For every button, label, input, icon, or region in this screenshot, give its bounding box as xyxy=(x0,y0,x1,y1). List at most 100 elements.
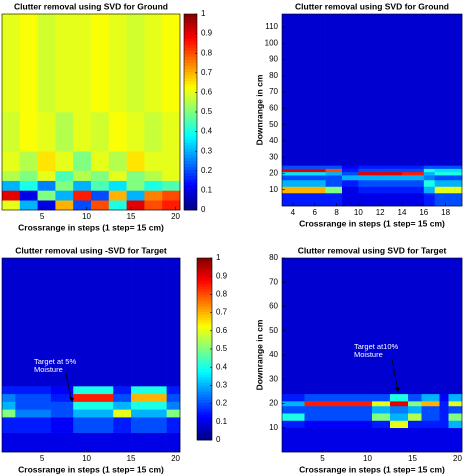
heat-cell xyxy=(50,386,74,395)
heat-cell xyxy=(73,151,92,172)
colorbar-swatch xyxy=(197,351,212,356)
colorbar-swatch xyxy=(184,200,197,205)
colorbar-swatch xyxy=(184,130,197,134)
heat-cell xyxy=(113,258,132,387)
heat-cell xyxy=(358,179,381,187)
heat-cell xyxy=(390,413,409,421)
heat-cell xyxy=(73,393,114,402)
x-tick-label: 12 xyxy=(376,208,385,217)
x-tick-label: 10 xyxy=(82,454,91,463)
x-tick-label: 4 xyxy=(291,208,296,217)
colorbar-swatch xyxy=(184,115,197,119)
panel-title: Clutter removal using SVD for Ground xyxy=(295,1,449,11)
colorbar-tick-label: 0.5 xyxy=(216,344,228,353)
colorbar-swatch xyxy=(197,428,212,432)
heat-cell xyxy=(325,14,343,166)
colorbar-swatch xyxy=(197,394,212,398)
panel: Clutter removal using SVD for Ground Cros… xyxy=(1,1,213,232)
x-tick-label: 20 xyxy=(171,212,180,221)
x-tick-label: 10 xyxy=(82,212,91,221)
heat-cell xyxy=(73,170,92,181)
colorbar-swatch xyxy=(197,263,212,267)
colorbar-swatch xyxy=(184,185,197,189)
heat-cell xyxy=(358,165,381,169)
heat-cell xyxy=(402,171,425,176)
heat-cell xyxy=(408,427,422,453)
colorbar-swatch xyxy=(197,403,212,407)
heat-cell xyxy=(325,168,343,173)
heat-cell xyxy=(423,179,436,187)
heat-cell xyxy=(73,258,114,387)
colorbar-swatch xyxy=(197,297,212,302)
colorbar-swatch xyxy=(197,337,212,341)
colorbar-swatch xyxy=(184,66,197,70)
x-tick-label: 5 xyxy=(320,454,325,463)
heat-cell xyxy=(144,14,163,113)
heat-cell xyxy=(282,427,305,453)
colorbar-swatch xyxy=(184,136,197,140)
x-axis-label: Crossrange in steps (1 step= 15 cm) xyxy=(18,222,164,232)
x-axis-label: Crossrange in steps (1 step= 15 cm) xyxy=(18,464,164,474)
y-tick-label: 20 xyxy=(269,169,278,178)
panel-title: Clutter removal using SVD for Target xyxy=(298,245,447,255)
heat-cell xyxy=(390,405,409,414)
colorbar-swatch xyxy=(184,41,197,46)
heat-cell xyxy=(325,165,343,169)
heat-cell xyxy=(108,170,127,181)
colorbar-swatch xyxy=(184,173,197,177)
colorbar-swatch xyxy=(197,266,212,270)
x-tick-label: 5 xyxy=(40,454,45,463)
heat-cell xyxy=(358,192,381,207)
heat-cell xyxy=(342,171,359,176)
colorbar-swatch xyxy=(197,277,212,282)
annotation: Moisture xyxy=(34,365,63,374)
colorbar-swatch xyxy=(184,53,197,58)
heat-cell xyxy=(304,405,373,414)
heat-cell xyxy=(15,409,52,418)
colorbar-tick-label: 0.5 xyxy=(201,107,213,116)
heat-cell xyxy=(325,171,343,176)
heat-cell xyxy=(372,401,391,407)
colorbar-swatch xyxy=(197,425,212,430)
colorbar-swatch xyxy=(197,294,212,299)
colorbar-swatch xyxy=(197,383,212,387)
heat-cell xyxy=(2,200,21,211)
heat-cell xyxy=(50,409,74,418)
plot-frame xyxy=(1,257,181,453)
heat-cell xyxy=(421,413,440,421)
heat-cell xyxy=(448,405,463,414)
heat-cell xyxy=(166,393,181,402)
heat-cell xyxy=(423,14,436,166)
heat-cell xyxy=(408,258,422,395)
heat-cell xyxy=(2,14,21,113)
colorbar-swatch xyxy=(197,354,212,358)
heat-cell xyxy=(402,186,425,194)
panel: Clutter removal using SVD for Ground Cros… xyxy=(254,1,463,228)
heat-cell xyxy=(325,179,343,187)
heat-cell xyxy=(108,151,127,172)
colorbar-swatch xyxy=(197,360,212,364)
heat-cell xyxy=(304,401,373,407)
heat-cell xyxy=(55,180,74,191)
colorbar-swatch xyxy=(184,75,197,79)
heat-cell xyxy=(15,386,52,395)
heat-cell xyxy=(408,401,422,407)
heat-cell xyxy=(434,179,463,187)
colorbar-swatch xyxy=(184,84,197,88)
colorbar-swatch xyxy=(184,154,197,159)
colorbar-tick-label: 0.3 xyxy=(216,381,228,390)
heat-cell xyxy=(439,420,449,429)
heat-cell xyxy=(303,165,326,169)
colorbar-swatch xyxy=(184,161,197,165)
heat-cell xyxy=(421,258,440,395)
y-tick-label: 40 xyxy=(269,136,278,145)
heat-cell xyxy=(19,190,38,201)
colorbar-swatch xyxy=(184,17,197,21)
colorbar-swatch xyxy=(184,197,197,202)
y-tick-label: 80 xyxy=(269,253,278,262)
colorbar-swatch xyxy=(197,340,212,344)
heat-cell xyxy=(2,170,21,181)
colorbar-swatch xyxy=(197,400,212,404)
heat-cell xyxy=(304,258,373,395)
